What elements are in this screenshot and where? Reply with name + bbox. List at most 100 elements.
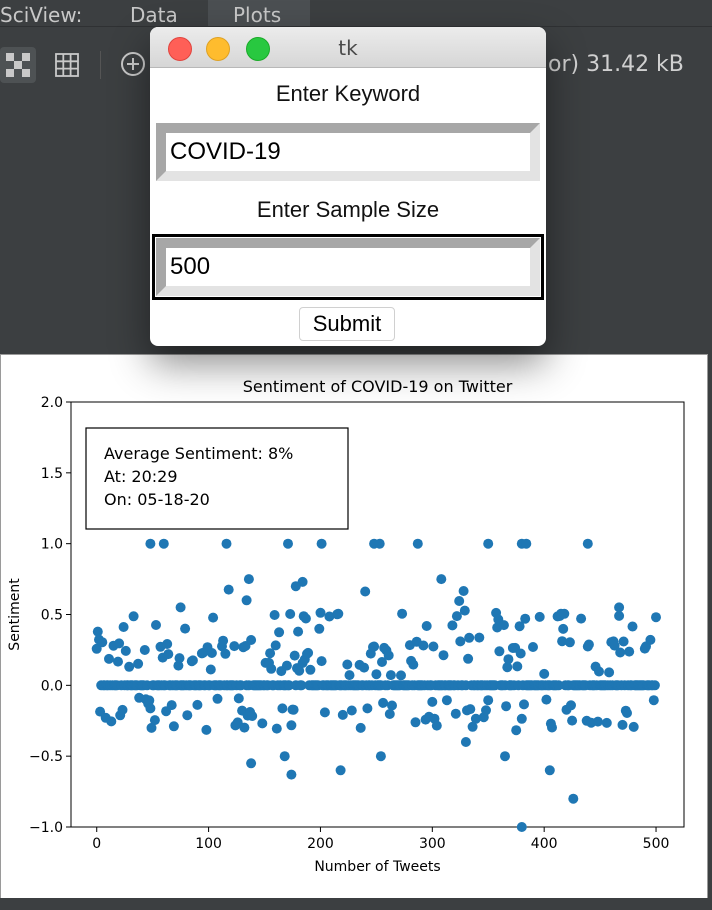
data-point xyxy=(360,586,371,597)
minimize-window-button[interactable] xyxy=(206,37,230,61)
data-point xyxy=(387,700,397,711)
data-point xyxy=(567,715,578,726)
data-point xyxy=(514,621,525,632)
data-point xyxy=(622,708,632,718)
data-point xyxy=(163,649,174,660)
grid-icon xyxy=(55,53,79,77)
sample-size-input[interactable] xyxy=(166,248,530,286)
sample-size-entry-frame xyxy=(152,234,544,300)
data-point xyxy=(474,632,485,643)
data-point xyxy=(502,662,513,673)
data-point xyxy=(286,720,297,731)
annotation-date: On: 05-18-20 xyxy=(104,490,210,509)
plot-panel: Sentiment of COVID-19 on Twitter Number … xyxy=(0,354,708,900)
data-point xyxy=(624,646,635,657)
data-point xyxy=(396,670,406,681)
data-point xyxy=(594,666,604,677)
data-point xyxy=(128,611,139,622)
tab-plots[interactable]: Plots xyxy=(233,3,282,27)
sample-size-label: Enter Sample Size xyxy=(256,197,440,222)
data-point xyxy=(651,612,661,623)
chart-title: Sentiment of COVID-19 on Twitter xyxy=(243,377,513,396)
data-point xyxy=(467,721,478,732)
data-point xyxy=(319,707,330,718)
data-point xyxy=(458,586,469,596)
data-point xyxy=(281,660,292,671)
data-point xyxy=(174,653,185,664)
checkerboard-toggle-button[interactable] xyxy=(0,47,36,83)
data-point xyxy=(201,724,212,735)
checkerboard-icon xyxy=(6,53,30,77)
data-point xyxy=(316,656,327,667)
data-point xyxy=(180,623,191,634)
data-point xyxy=(114,638,125,649)
data-point xyxy=(296,680,307,691)
data-point xyxy=(277,703,288,714)
data-point xyxy=(519,699,529,710)
y-tick-label: −0.5 xyxy=(29,749,63,765)
zoom-in-button[interactable] xyxy=(116,47,152,83)
data-point xyxy=(615,647,626,658)
data-point xyxy=(534,611,545,622)
sciview-label: SciView: xyxy=(0,3,83,27)
tk-dialog-window: tk Enter Keyword Enter Sample Size Submi… xyxy=(150,27,546,346)
keyword-label: Enter Keyword xyxy=(275,81,421,106)
data-point xyxy=(324,611,335,622)
data-point xyxy=(592,716,603,727)
data-point xyxy=(362,703,373,714)
data-point xyxy=(614,602,625,613)
close-window-button[interactable] xyxy=(168,37,192,61)
toolbar-separator xyxy=(100,51,101,79)
data-point xyxy=(286,769,297,780)
data-point xyxy=(205,664,216,675)
data-point xyxy=(247,711,258,721)
keyword-entry-frame xyxy=(156,123,540,181)
data-point xyxy=(604,667,615,678)
data-point xyxy=(544,765,555,776)
data-point xyxy=(618,636,629,647)
data-point xyxy=(146,722,157,733)
data-point xyxy=(294,665,305,676)
data-point xyxy=(166,700,177,711)
data-point xyxy=(208,612,219,623)
data-point xyxy=(512,661,523,672)
data-point xyxy=(283,538,293,549)
data-point xyxy=(124,661,135,672)
data-point xyxy=(648,695,659,706)
data-point xyxy=(241,595,252,606)
data-point xyxy=(233,693,244,704)
data-point xyxy=(104,653,114,664)
keyword-input[interactable] xyxy=(166,133,530,171)
data-point xyxy=(427,696,438,707)
window-title-bar[interactable]: tk xyxy=(150,27,546,68)
data-point xyxy=(627,621,638,632)
submit-button[interactable]: Submit xyxy=(299,307,395,341)
annotation-average-sentiment: Average Sentiment: 8% xyxy=(104,444,293,463)
data-point xyxy=(218,635,229,646)
data-point xyxy=(450,708,461,719)
y-tick-label: 1.0 xyxy=(41,537,63,553)
data-point xyxy=(346,705,357,716)
data-point xyxy=(359,662,370,673)
data-point xyxy=(566,700,576,711)
data-point xyxy=(355,722,366,733)
zoom-window-button[interactable] xyxy=(246,37,270,61)
data-point xyxy=(516,713,527,724)
data-point xyxy=(274,627,285,638)
data-point xyxy=(559,608,570,619)
grid-toggle-button[interactable] xyxy=(50,47,86,83)
data-point xyxy=(257,718,268,729)
data-point xyxy=(438,650,449,661)
data-point xyxy=(557,636,568,647)
data-point xyxy=(601,717,612,728)
data-point xyxy=(187,655,198,666)
data-point xyxy=(521,538,532,549)
x-tick-label: 400 xyxy=(531,836,558,852)
data-point xyxy=(374,538,385,549)
data-point xyxy=(617,719,628,730)
data-point xyxy=(145,703,156,714)
data-point xyxy=(342,659,353,670)
data-point xyxy=(511,725,522,736)
tab-data[interactable]: Data xyxy=(130,3,178,27)
data-point xyxy=(528,642,538,652)
